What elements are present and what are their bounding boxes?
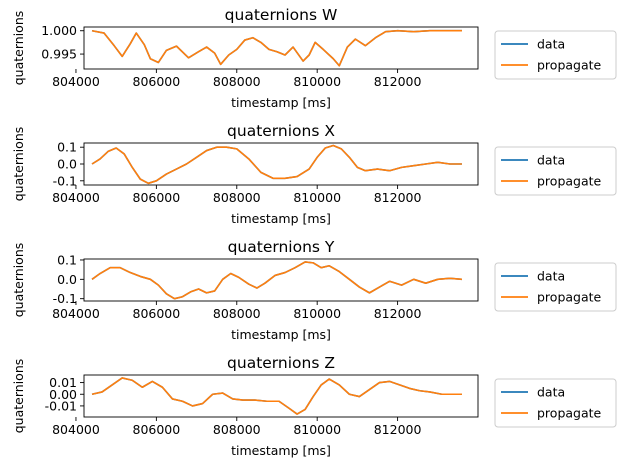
legend-box (494, 146, 617, 196)
legend-label: propagate (537, 290, 602, 305)
legend: data propagate (494, 262, 617, 312)
series-line-propagate (91, 377, 462, 415)
axes-frame (83, 26, 479, 70)
x-tick-label: 804000 (52, 190, 100, 205)
x-tick-label: 806000 (133, 190, 181, 205)
x-tick-label: 808000 (213, 306, 261, 321)
legend-label: propagate (537, 58, 602, 73)
legend-label: data (537, 385, 565, 400)
x-tick-label: 808000 (213, 422, 261, 437)
x-tick-label: 806000 (133, 306, 181, 321)
y-tick-label: 0.1 (57, 252, 77, 267)
legend-label: propagate (537, 174, 602, 189)
legend: data propagate (494, 146, 617, 196)
y-tick-label: -0.01 (45, 398, 77, 413)
subplot-4: quaternions Z 804000 806000 808000 810000 812… (11, 354, 617, 458)
series-line-propagate (91, 29, 462, 67)
x-tick-label: 812000 (374, 74, 422, 89)
series-line-propagate (91, 261, 462, 300)
subplot-3: quaternions Y 804000 806000 808000 810000 812… (11, 238, 617, 342)
legend: data propagate (494, 30, 617, 80)
x-tick-label: 810000 (293, 306, 341, 321)
x-tick-label: 806000 (133, 422, 181, 437)
y-axis-label: quaternions (11, 11, 26, 86)
x-axis-label: timestamp [ms] (231, 443, 331, 458)
x-tick-label: 808000 (213, 190, 261, 205)
x-axis-label: timestamp [ms] (231, 327, 331, 342)
axes-frame (83, 374, 479, 418)
x-tick-label: 812000 (374, 190, 422, 205)
y-tick-label: 1.000 (41, 23, 77, 38)
axes-frame (83, 258, 479, 302)
subplot-1: quaternions W 804000 806000 808000 810000 812… (11, 6, 617, 110)
series-line-data (91, 29, 462, 67)
legend-box (494, 30, 617, 80)
legend-label: data (537, 269, 565, 284)
legend-box (494, 262, 617, 312)
x-tick-label: 812000 (374, 306, 422, 321)
x-tick-label: 810000 (293, 74, 341, 89)
legend-label: data (537, 37, 565, 52)
x-tick-label: 812000 (374, 422, 422, 437)
legend-label: propagate (537, 406, 602, 421)
legend-label: data (537, 153, 565, 168)
subplot-title: quaternions Y (228, 238, 335, 256)
x-tick-label: 810000 (293, 190, 341, 205)
y-tick-label: -0.1 (53, 173, 77, 188)
x-tick-label: 804000 (52, 306, 100, 321)
legend-box (494, 378, 617, 428)
subplot-2: quaternions X 804000 806000 808000 810000 812… (11, 122, 617, 226)
y-axis-label: quaternions (11, 127, 26, 202)
x-tick-label: 804000 (52, 422, 100, 437)
subplot-title: quaternions X (227, 122, 335, 140)
series-line-data (91, 261, 462, 300)
x-axis-label: timestamp [ms] (231, 95, 331, 110)
subplot-title: quaternions W (225, 6, 338, 24)
y-axis-label: quaternions (11, 359, 26, 434)
x-tick-label: 804000 (52, 74, 100, 89)
x-tick-label: 810000 (293, 422, 341, 437)
subplot-title: quaternions Z (227, 354, 335, 372)
x-tick-label: 808000 (213, 74, 261, 89)
x-axis-label: timestamp [ms] (231, 211, 331, 226)
series-line-propagate (91, 144, 462, 185)
y-tick-label: 0.0 (57, 157, 77, 172)
y-tick-label: 0.1 (57, 140, 77, 155)
y-tick-label: 0.0 (57, 272, 77, 287)
legend: data propagate (494, 378, 617, 428)
y-tick-label: 0.00 (49, 387, 77, 402)
y-tick-label: 0.01 (49, 375, 77, 390)
y-axis-label: quaternions (11, 243, 26, 318)
x-tick-label: 806000 (133, 74, 181, 89)
y-tick-label: -0.1 (53, 291, 77, 306)
y-tick-label: 0.995 (41, 47, 77, 62)
